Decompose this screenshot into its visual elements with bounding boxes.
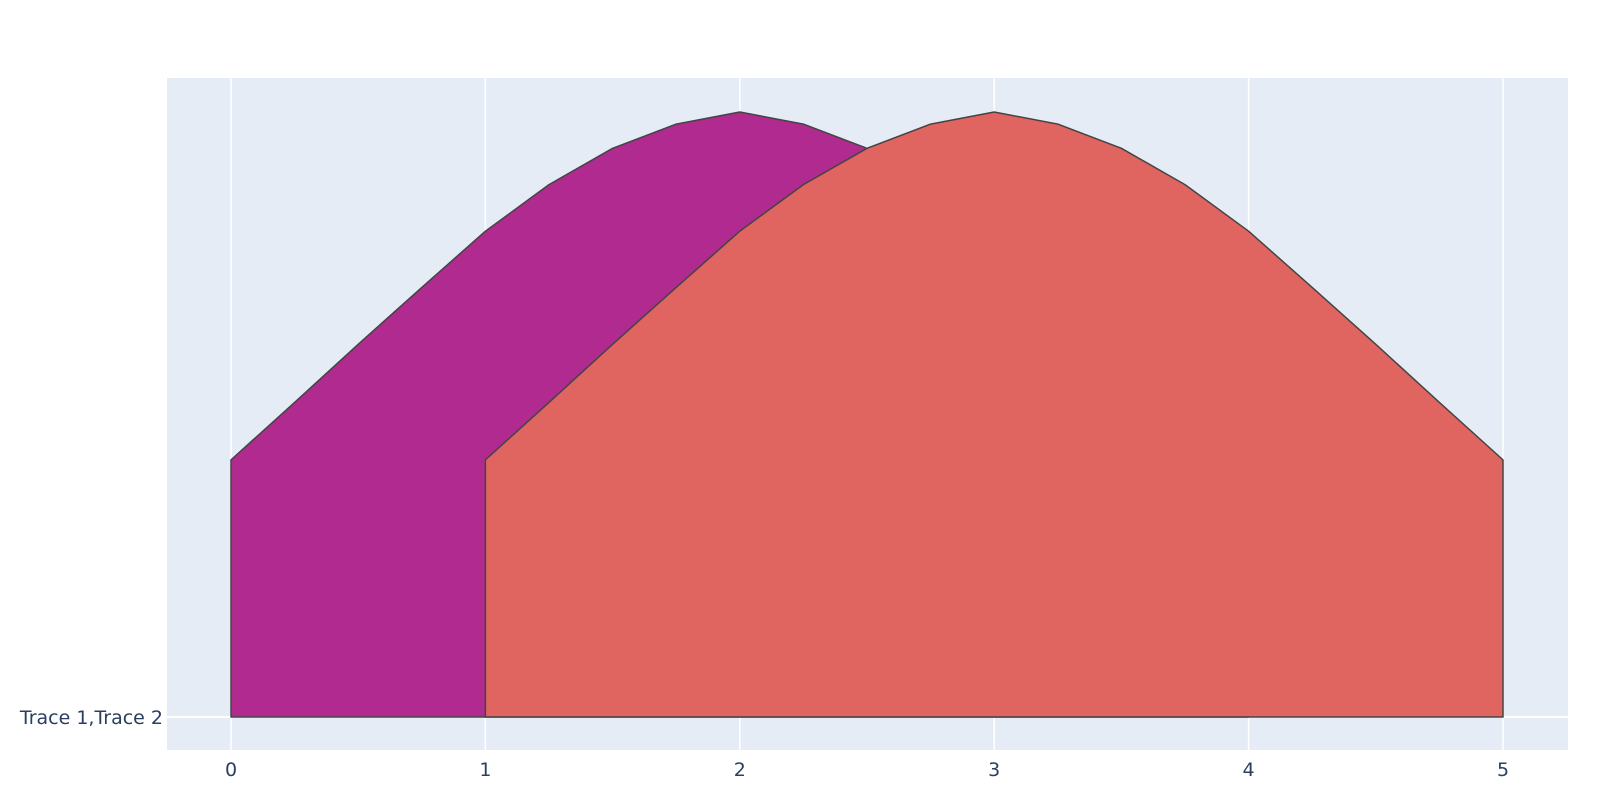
x-tick-label: 0 bbox=[225, 759, 237, 781]
x-tick-label: 2 bbox=[734, 759, 746, 781]
x-axis-ticks: 0 1 2 3 4 5 bbox=[225, 759, 1509, 781]
x-tick-label: 3 bbox=[988, 759, 1000, 781]
x-tick-label: 4 bbox=[1243, 759, 1255, 781]
x-tick-label: 5 bbox=[1497, 759, 1509, 781]
x-tick-label: 1 bbox=[479, 759, 491, 781]
y-category-label: Trace 1,Trace 2 bbox=[19, 707, 163, 729]
violin-trace-2[interactable] bbox=[484, 111, 1504, 718]
traces bbox=[230, 111, 1504, 718]
